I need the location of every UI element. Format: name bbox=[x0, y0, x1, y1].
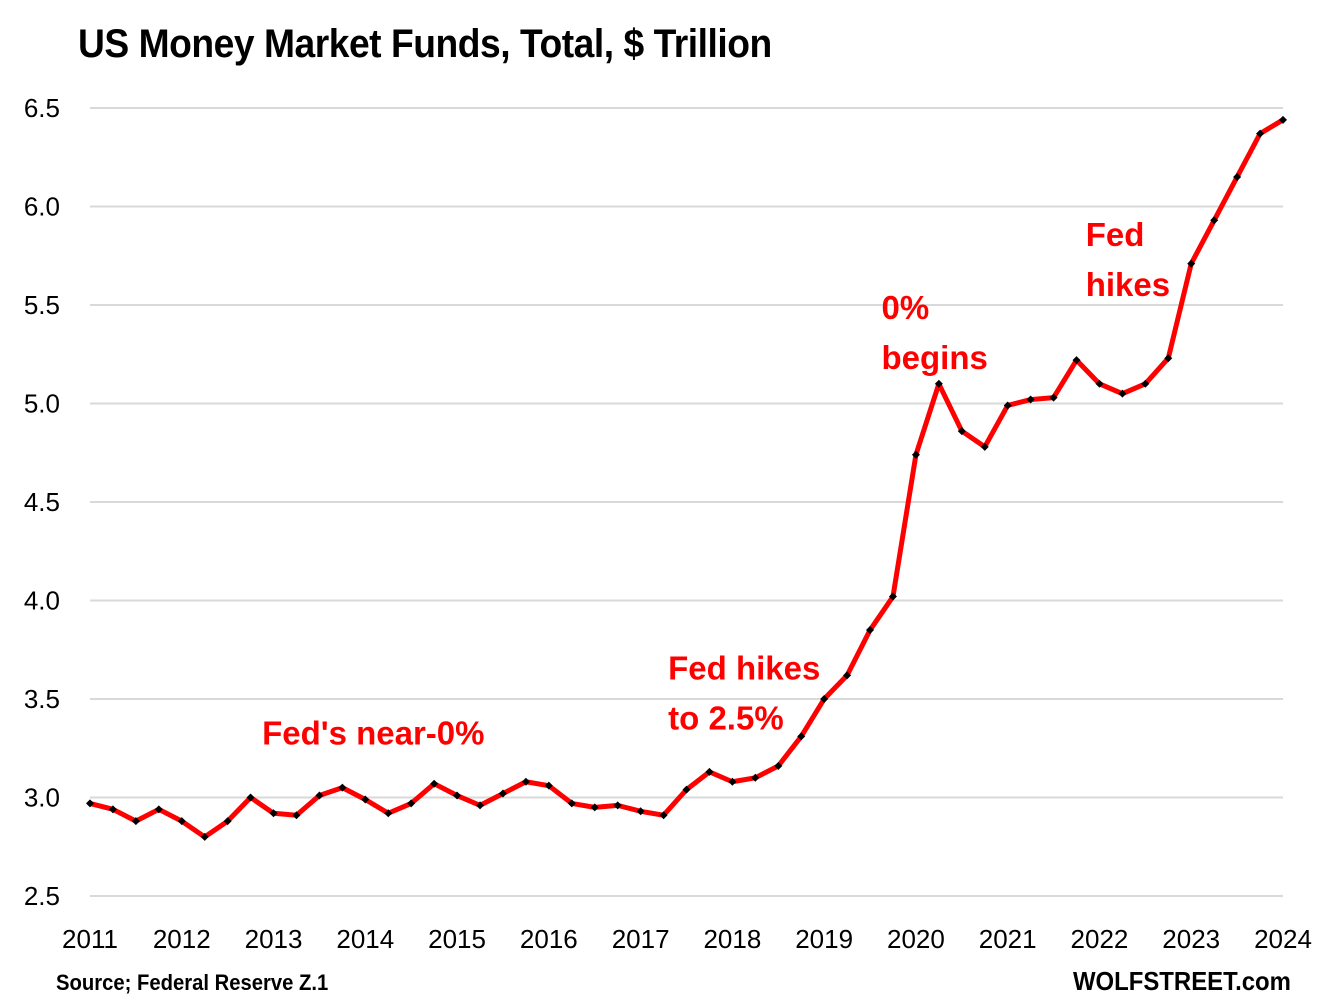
x-tick-label: 2023 bbox=[1162, 924, 1220, 954]
data-point bbox=[1049, 393, 1058, 402]
data-point bbox=[866, 626, 875, 635]
data-point bbox=[820, 695, 829, 703]
data-point bbox=[1256, 129, 1265, 138]
annotation-label: begins bbox=[882, 339, 988, 376]
annotation-label: 0% bbox=[882, 289, 930, 326]
data-point bbox=[1026, 395, 1035, 404]
data-point bbox=[934, 379, 943, 388]
x-tick-label: 2014 bbox=[336, 924, 394, 954]
x-tick-label: 2021 bbox=[979, 924, 1037, 954]
y-tick-label: 6.5 bbox=[24, 93, 60, 123]
data-point bbox=[1210, 216, 1219, 225]
data-point bbox=[1187, 259, 1196, 268]
watermark: WOLFSTREET.com bbox=[1073, 966, 1291, 996]
data-point bbox=[1003, 401, 1012, 410]
x-tick-label: 2012 bbox=[153, 924, 211, 954]
data-point bbox=[315, 791, 324, 800]
x-tick-label: 2020 bbox=[887, 924, 945, 954]
x-axis: 2011 2012 2013 2014 2015 2016 2017 2018 2019 2020… bbox=[62, 924, 1312, 954]
data-point bbox=[636, 807, 645, 816]
source-note: Source; Federal Reserve Z.1 bbox=[56, 970, 329, 995]
data-point bbox=[980, 442, 989, 451]
data-point bbox=[590, 803, 599, 812]
data-point bbox=[521, 777, 530, 786]
data-point bbox=[957, 427, 966, 436]
annotation-label: Fed hikes bbox=[668, 649, 820, 686]
x-tick-label: 2019 bbox=[795, 924, 853, 954]
data-point bbox=[338, 783, 347, 792]
y-tick-label: 4.5 bbox=[24, 487, 60, 517]
data-point bbox=[131, 817, 140, 826]
x-tick-label: 2015 bbox=[428, 924, 486, 954]
y-axis: 2.5 3.0 3.5 4.0 4.5 5.0 5.5 6.0 6.5 bbox=[24, 93, 60, 911]
series bbox=[86, 115, 1287, 841]
data-point bbox=[1164, 354, 1173, 363]
data-point bbox=[659, 811, 668, 820]
y-tick-label: 2.5 bbox=[24, 881, 60, 911]
data-point bbox=[751, 773, 760, 782]
data-point bbox=[476, 801, 485, 810]
annotation-label: hikes bbox=[1086, 266, 1170, 303]
data-point bbox=[108, 805, 117, 814]
x-tick-label: 2017 bbox=[612, 924, 670, 954]
annotation-label: Fed's near-0% bbox=[262, 714, 484, 751]
data-point bbox=[86, 799, 94, 808]
data-point bbox=[682, 785, 691, 794]
y-tick-label: 5.5 bbox=[24, 290, 60, 320]
y-tick-label: 3.5 bbox=[24, 684, 60, 714]
data-point bbox=[200, 832, 209, 841]
y-tick-label: 3.0 bbox=[24, 783, 60, 813]
data-point bbox=[177, 817, 186, 826]
data-point bbox=[453, 791, 462, 800]
chart-title: US Money Market Funds, Total, $ Trillion bbox=[78, 22, 772, 66]
data-point bbox=[728, 777, 737, 786]
x-tick-label: 2022 bbox=[1071, 924, 1129, 954]
x-tick-label: 2013 bbox=[245, 924, 303, 954]
data-point bbox=[223, 817, 232, 826]
data-point bbox=[774, 761, 783, 770]
x-tick-label: 2018 bbox=[703, 924, 761, 954]
annotation-label: Fed bbox=[1086, 216, 1145, 253]
data-point bbox=[407, 799, 416, 808]
data-point bbox=[1141, 379, 1150, 388]
data-point bbox=[544, 781, 553, 790]
data-point bbox=[705, 767, 714, 776]
y-tick-label: 4.0 bbox=[24, 586, 60, 616]
annotations: Fed's near-0% Fed hikes to 2.5% 0% begins Fed… bbox=[262, 216, 1170, 751]
data-point bbox=[246, 793, 255, 802]
data-point bbox=[843, 671, 852, 680]
annotation-label: to 2.5% bbox=[668, 699, 784, 736]
data-point bbox=[797, 732, 806, 741]
data-point bbox=[567, 799, 576, 808]
data-point bbox=[911, 450, 920, 459]
x-tick-label: 2011 bbox=[62, 924, 118, 954]
data-point bbox=[1233, 172, 1242, 181]
y-tick-label: 5.0 bbox=[24, 389, 60, 419]
data-point bbox=[154, 805, 163, 814]
data-point bbox=[269, 809, 278, 818]
data-point bbox=[430, 779, 439, 788]
data-point bbox=[888, 592, 897, 601]
data-point bbox=[1095, 379, 1104, 388]
gridlines bbox=[90, 107, 1283, 897]
data-point bbox=[613, 801, 622, 810]
x-tick-label: 2016 bbox=[520, 924, 578, 954]
data-point bbox=[1279, 115, 1287, 124]
data-point bbox=[361, 795, 370, 804]
y-tick-label: 6.0 bbox=[24, 192, 60, 222]
data-point bbox=[292, 811, 301, 820]
data-point bbox=[1118, 389, 1127, 398]
x-tick-label: 2024 bbox=[1254, 924, 1312, 954]
data-point bbox=[498, 789, 507, 798]
data-point bbox=[1072, 356, 1081, 365]
data-point bbox=[384, 809, 393, 818]
